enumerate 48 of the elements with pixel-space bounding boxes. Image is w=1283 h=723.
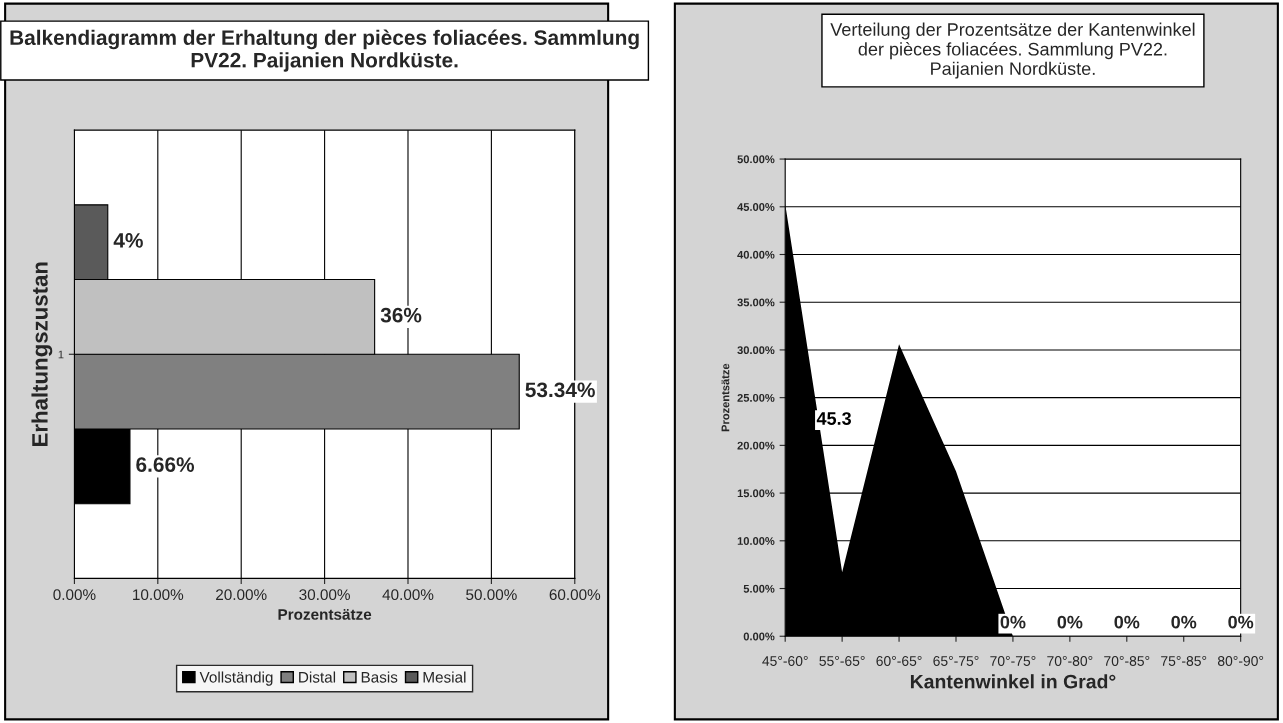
x-tick-label: 40.00%	[382, 589, 434, 601]
x-tick-label: 50.00%	[466, 589, 517, 601]
y-axis-title: Prozentsätze	[721, 363, 730, 432]
x-tick-label: 80°-90°	[1217, 656, 1264, 666]
y-tick-label: 25.00%	[737, 393, 775, 402]
y-tick-label: 30.00%	[737, 346, 775, 355]
x-tick-label: 70°-80°	[1047, 656, 1093, 666]
chart-title: Verteilung der Prozentsätze der Kantenwinkel der pièces foliacées. Sammlung PV22. Paijanien Nordküste.	[830, 22, 1195, 79]
y-axis-title: Erhaltungszustan	[31, 262, 53, 446]
x-tick-label: 70°-85°	[1104, 656, 1150, 666]
y-tick-label: 15.00%	[737, 489, 775, 498]
y-tick-label: 20.00%	[737, 441, 775, 450]
data-label: 4%	[113, 233, 143, 248]
data-label: 6.66%	[136, 457, 195, 472]
y-tick-label: 10.00%	[737, 537, 775, 545]
x-tick-label: 70°-75°	[990, 656, 1036, 666]
y-tick-label: 0.00%	[743, 632, 775, 641]
text: 0%	[1114, 615, 1140, 629]
y-tick-label: 40.00%	[737, 250, 775, 259]
text: 0%	[1000, 615, 1026, 629]
x-tick-label: 10.00%	[133, 589, 184, 601]
legend-label: Vollständig	[199, 671, 273, 686]
legend-label: Mesial	[423, 671, 466, 683]
text: 0%	[1171, 615, 1197, 629]
text: 45.3	[816, 412, 851, 425]
x-tick-label: 30.00%	[299, 589, 350, 601]
y-tick-label: 5.00%	[743, 584, 775, 593]
data-label: 36%	[380, 307, 422, 323]
y-tick-label: 45.00%	[737, 203, 775, 211]
x-tick-label: 60.00%	[549, 589, 601, 601]
data-label: 53.34%	[525, 382, 595, 398]
x-axis-title: Kantenwinkel in Grad°	[910, 674, 1116, 689]
text: 0%	[1228, 615, 1254, 629]
x-tick-label: 45°-60°	[762, 656, 808, 666]
y-tick-label: 35.00%	[737, 298, 775, 307]
x-tick-label: 65°-75°	[933, 656, 979, 666]
x-tick-label: 0.00%	[53, 589, 96, 601]
y-tick-label: 1	[58, 350, 64, 359]
x-tick-label: 60°-65°	[876, 656, 922, 666]
x-tick-label: 20.00%	[216, 589, 267, 601]
legend-label: Distal	[299, 671, 336, 683]
chart-title: Balkendiagramm der Erhaltung der pièces foliacées. Sammlung PV22. Paijanien Nordküste.	[10, 29, 639, 72]
text: 0%	[1057, 615, 1083, 629]
x-tick-label: 75°-85°	[1161, 656, 1207, 666]
x-tick-label: 55°-65°	[819, 656, 865, 666]
y-tick-label: 50.00%	[737, 155, 775, 164]
legend-label: Basis	[361, 671, 398, 683]
x-axis-title: Prozentsätze	[278, 609, 372, 620]
